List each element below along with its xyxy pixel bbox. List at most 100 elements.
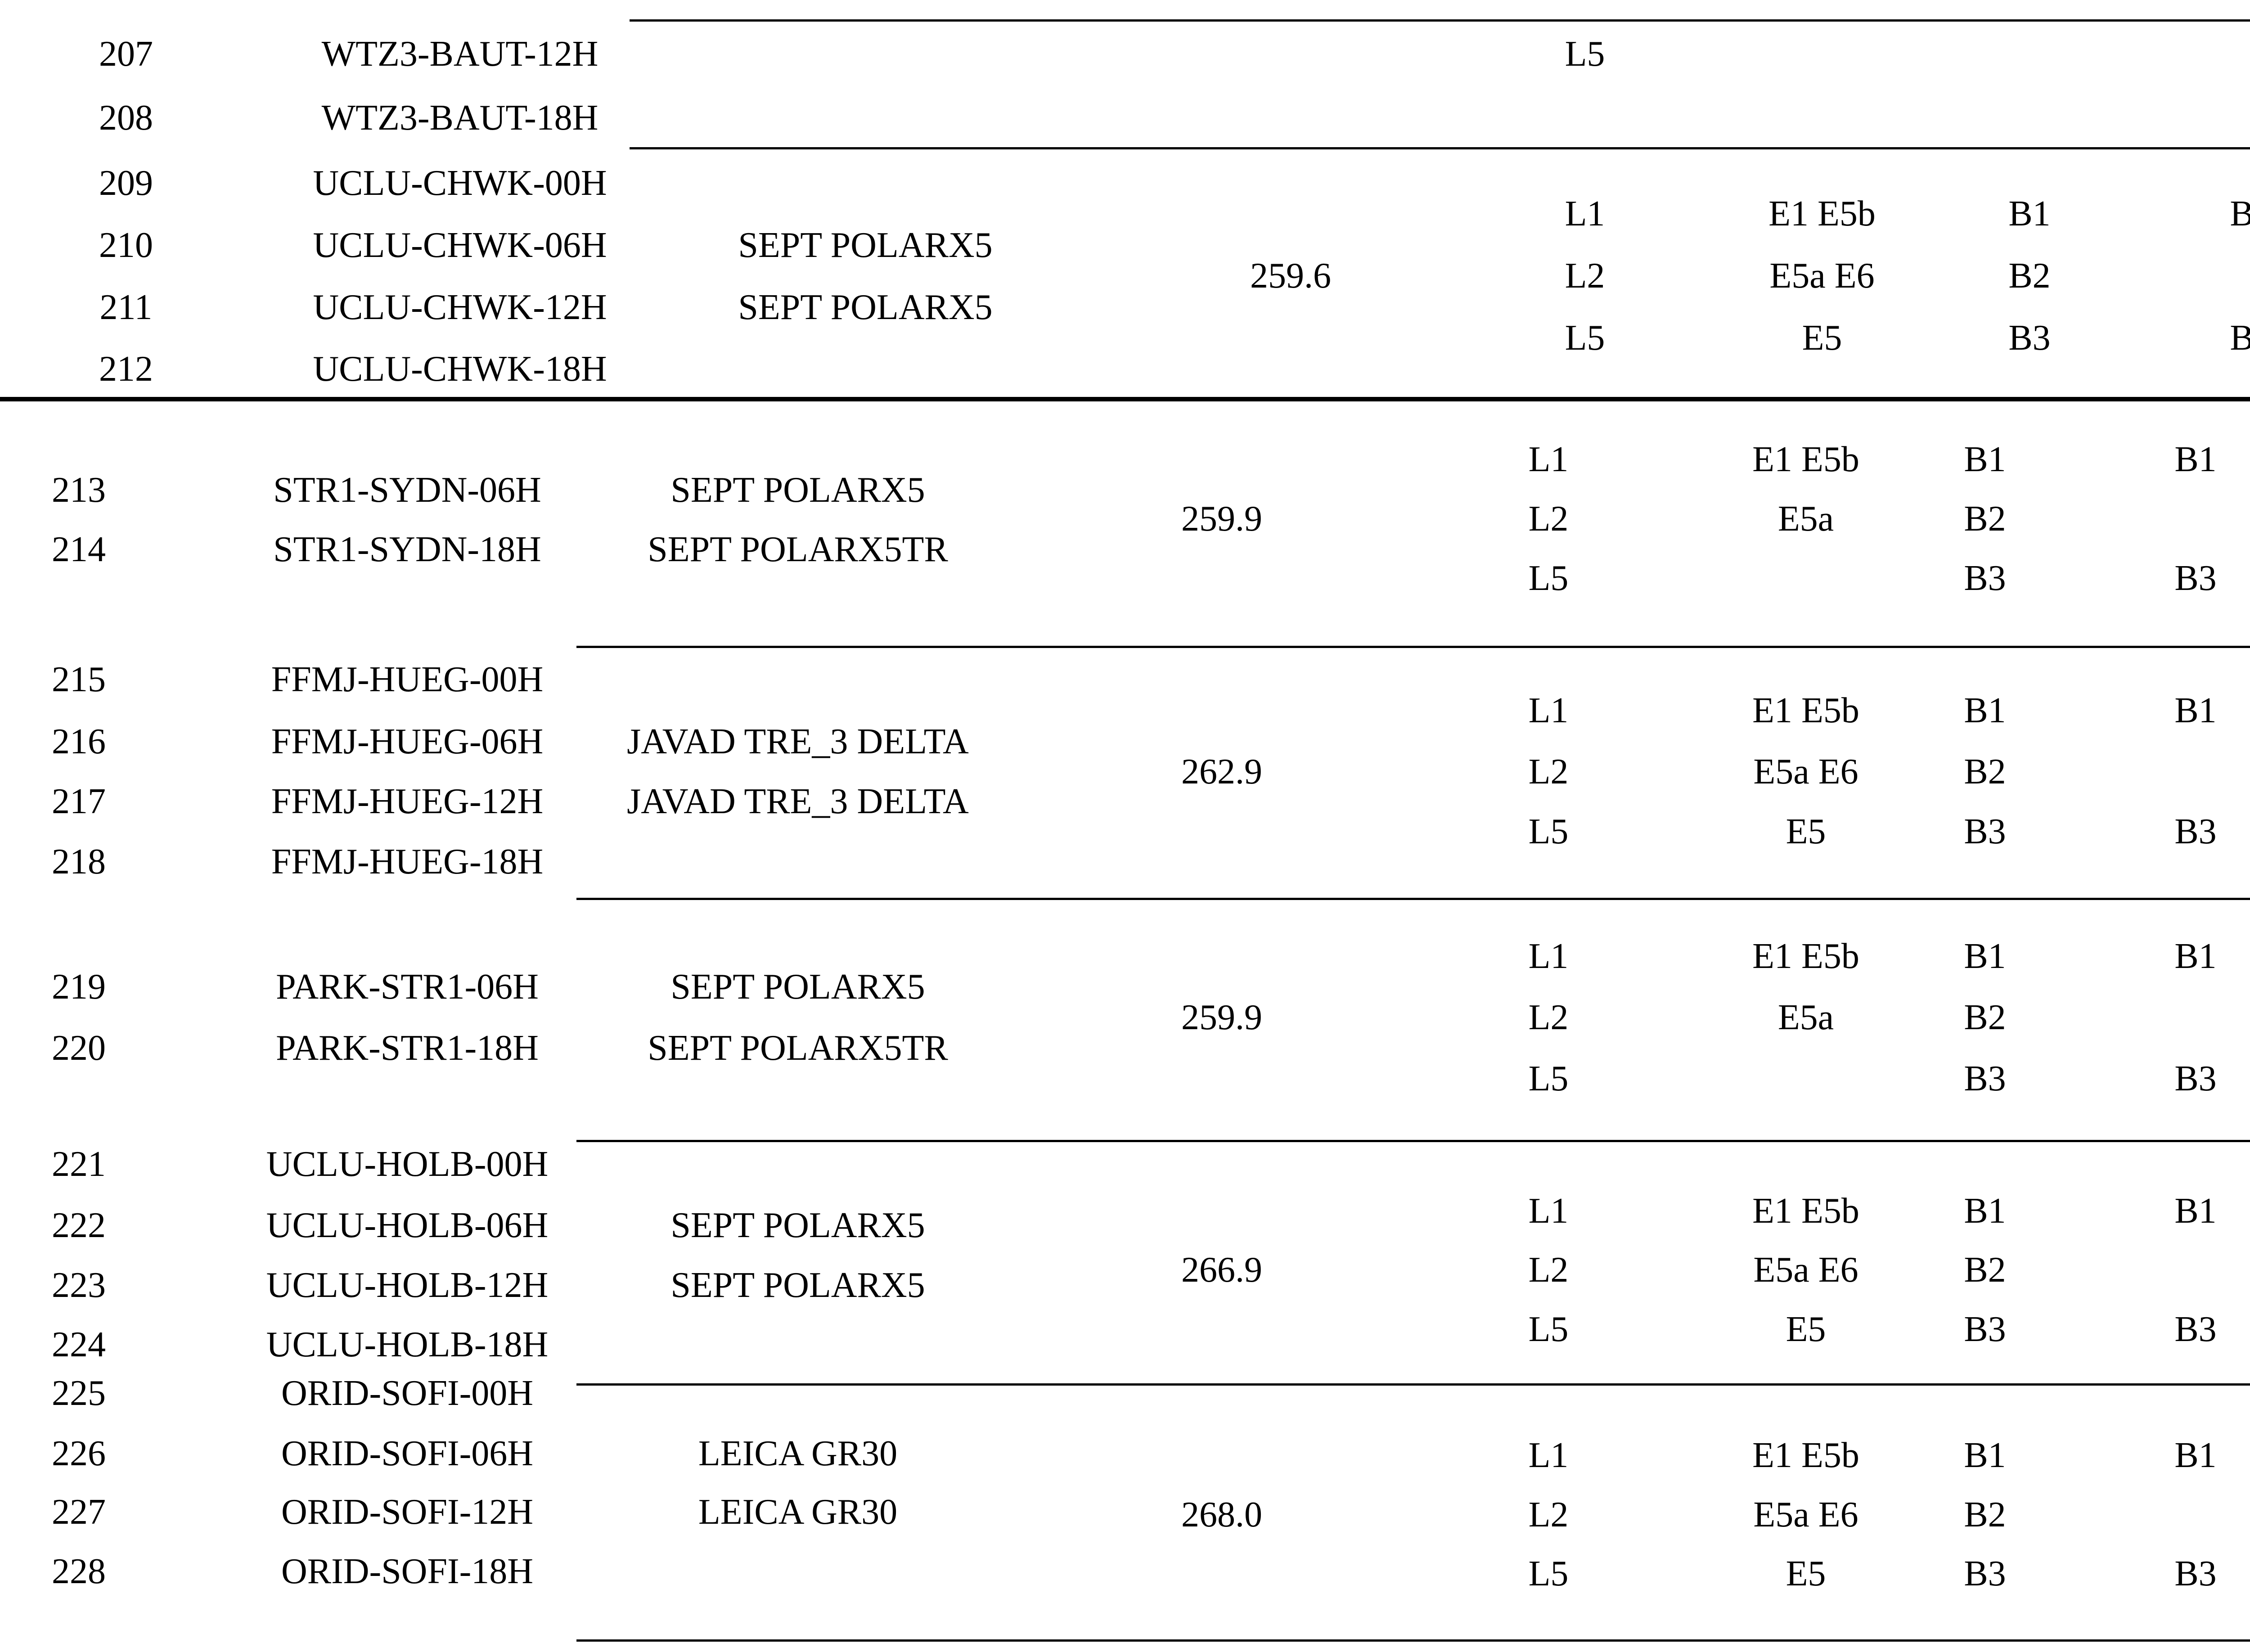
galileo-signal: E1 E5b — [1752, 1436, 1859, 1475]
bds-signal: B1 — [1964, 1191, 2006, 1231]
bds-secondary-signal: B1 — [2174, 440, 2217, 479]
row-number: 207 — [99, 34, 153, 74]
receiver-name: SEPT POLARX5 — [670, 470, 925, 510]
row-number: 217 — [52, 782, 106, 821]
baseline-length: 259.9 — [1181, 499, 1262, 539]
bds-secondary-signal: B3 — [2174, 1059, 2217, 1098]
receiver-name: SEPT POLARX5 — [738, 225, 993, 265]
row-number: 223 — [52, 1265, 106, 1305]
baseline-length: 268.0 — [1181, 1495, 1262, 1535]
bds-signal: B1 — [1964, 936, 2006, 976]
receiver-name: SEPT POLARX5 — [670, 1206, 925, 1245]
receiver-name: SEPT POLARX5 — [670, 1265, 925, 1305]
galileo-signal: E5a E6 — [1753, 752, 1858, 792]
bds-signal: B2 — [1964, 1250, 2006, 1290]
receiver-name: LEICA GR30 — [698, 1492, 898, 1532]
receiver-name: JAVAD TRE_3 DELTA — [627, 722, 969, 761]
gps-signal: L2 — [1528, 499, 1569, 539]
baseline-name: FFMJ-HUEG-06H — [271, 722, 544, 761]
bds-signal: B2 — [1964, 998, 2006, 1037]
galileo-signal: E1 E5b — [1768, 194, 1876, 234]
bds-signal: B2 — [1964, 1495, 2006, 1535]
bds-secondary-signal: B1 — [2230, 194, 2250, 234]
receiver-name: SEPT POLARX5TR — [648, 530, 948, 569]
baseline-name: STR1-SYDN-18H — [273, 530, 541, 569]
bds-secondary-signal: B3 — [2230, 318, 2250, 358]
table-rule-group-header — [630, 147, 2250, 149]
bds-signal: B2 — [2008, 256, 2051, 296]
bds-secondary-signal: B3 — [2174, 1310, 2217, 1349]
baseline-name: UCLU-HOLB-18H — [266, 1325, 549, 1364]
row-number: 220 — [52, 1028, 106, 1068]
baseline-name: FFMJ-HUEG-18H — [271, 842, 544, 882]
galileo-signal: E1 E5b — [1752, 691, 1859, 730]
baseline-name: WTZ3-BAUT-12H — [321, 34, 598, 74]
baseline-name: STR1-SYDN-06H — [273, 470, 541, 510]
row-number: 215 — [52, 660, 106, 699]
baseline-name: UCLU-HOLB-12H — [266, 1265, 549, 1305]
gps-signal: L2 — [1565, 256, 1605, 296]
galileo-signal: E5a — [1778, 499, 1834, 539]
bds-signal: B3 — [1964, 1310, 2006, 1349]
gps-signal: L1 — [1528, 691, 1569, 730]
gps-signal: L1 — [1565, 194, 1605, 234]
row-number: 216 — [52, 722, 106, 761]
row-number: 218 — [52, 842, 106, 882]
baseline-name: FFMJ-HUEG-12H — [271, 782, 544, 821]
table-rule-group-1 — [576, 646, 2250, 648]
bds-secondary-signal: B1 — [2174, 1191, 2217, 1231]
bds-signal: B1 — [1964, 1436, 2006, 1475]
baseline-name: PARK-STR1-18H — [276, 1028, 539, 1068]
gps-signal: L5 — [1528, 812, 1569, 851]
galileo-signal: E1 E5b — [1752, 936, 1859, 976]
receiver-name: SEPT POLARX5 — [670, 967, 925, 1007]
baseline-name: UCLU-HOLB-00H — [266, 1144, 549, 1184]
table-rule-top — [630, 19, 2250, 22]
bds-secondary-signal: B1 — [2174, 936, 2217, 976]
table-rule-group-4 — [576, 1383, 2250, 1386]
row-number: 226 — [52, 1434, 106, 1473]
table-rule-bottom — [576, 1639, 2250, 1642]
bds-secondary-signal: B1 — [2174, 691, 2217, 730]
bds-secondary-signal: B3 — [2174, 1554, 2217, 1593]
galileo-signal: E5 — [1786, 1554, 1826, 1593]
row-number: 213 — [52, 470, 106, 510]
gps-signal: L5 — [1528, 1059, 1569, 1098]
bds-signal: B3 — [1964, 558, 2006, 598]
galileo-signal: E5a E6 — [1753, 1250, 1858, 1290]
gps-signal: L1 — [1528, 440, 1569, 479]
baseline-name: WTZ3-BAUT-18H — [321, 98, 598, 138]
bds-secondary-signal: B3 — [2174, 812, 2217, 851]
bds-signal: B3 — [1964, 1059, 2006, 1098]
row-number: 219 — [52, 967, 106, 1007]
row-number: 210 — [99, 225, 153, 265]
galileo-signal: E5 — [1786, 1310, 1826, 1349]
baseline-name: ORID-SOFI-12H — [281, 1492, 533, 1532]
bds-signal: B1 — [2008, 194, 2051, 234]
receiver-name: JAVAD TRE_3 DELTA — [627, 782, 969, 821]
galileo-signal: E1 E5b — [1752, 440, 1859, 479]
baseline-length: 266.9 — [1181, 1250, 1262, 1290]
galileo-signal: E5a E6 — [1753, 1495, 1858, 1535]
bds-signal: B1 — [1964, 691, 2006, 730]
baseline-length: 259.6 — [1250, 256, 1331, 296]
bds-signal: B3 — [1964, 812, 2006, 851]
baseline-name: UCLU-CHWK-12H — [313, 288, 607, 327]
gps-signal: L2 — [1528, 752, 1569, 792]
row-number: 225 — [52, 1373, 106, 1413]
receiver-name: SEPT POLARX5TR — [648, 1028, 948, 1068]
bds-signal: B2 — [1964, 752, 2006, 792]
bds-signal: B3 — [2008, 318, 2051, 358]
row-number: 221 — [52, 1144, 106, 1184]
baseline-name: ORID-SOFI-06H — [281, 1434, 533, 1473]
gps-signal: L1 — [1528, 936, 1569, 976]
baseline-name: FFMJ-HUEG-00H — [271, 660, 544, 699]
gps-signal: L5 — [1528, 558, 1569, 598]
gps-signal: L5 — [1528, 1554, 1569, 1593]
bds-signal: B2 — [1964, 499, 2006, 539]
row-number: 208 — [99, 98, 153, 138]
baseline-name: UCLU-CHWK-06H — [313, 225, 607, 265]
bds-signal: B3 — [1964, 1554, 2006, 1593]
gps-signal: L1 — [1528, 1436, 1569, 1475]
